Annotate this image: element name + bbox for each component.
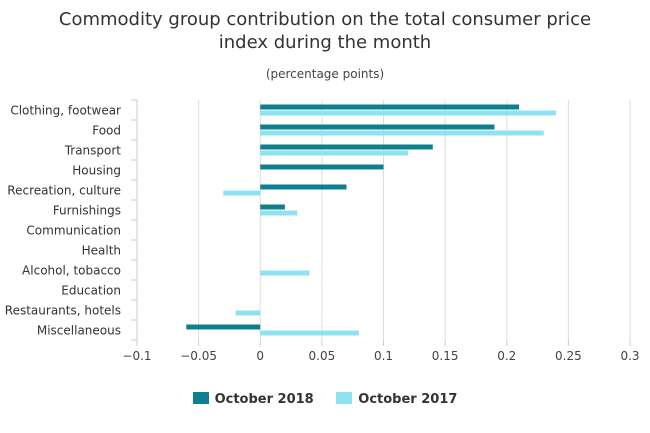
category-label: Health [82, 244, 121, 258]
x-tick-label: −0.05 [180, 349, 217, 363]
bar-series-2[interactable] [223, 190, 261, 196]
category-label: Restaurants, hotels [5, 304, 121, 318]
category-labels: Clothing, footwear Food Transport Housing Re… [5, 104, 121, 338]
bar-series-1[interactable] [260, 104, 520, 110]
category-label: Recreation, culture [7, 184, 121, 198]
category-label: Clothing, footwear [10, 104, 121, 118]
bar-series-1[interactable] [260, 164, 384, 170]
category-label: Food [92, 124, 121, 138]
bar-series-1[interactable] [260, 204, 285, 210]
x-tick-label: 0 [256, 349, 264, 363]
x-tick-label: 0.25 [555, 349, 582, 363]
legend-label-series-2: October 2017 [358, 392, 458, 407]
legend-item-series-2[interactable]: October 2017 [336, 392, 457, 407]
category-label: Alcohol, tobacco [22, 264, 121, 278]
category-label: Miscellaneous [37, 324, 121, 338]
x-tick-label: 0.15 [432, 349, 459, 363]
legend-swatch-series-2 [336, 392, 353, 404]
legend-item-series-1[interactable]: October 2018 [192, 392, 314, 407]
axes [131, 99, 631, 346]
category-label: Communication [26, 224, 121, 238]
legend-label-series-1: October 2018 [214, 392, 314, 407]
bars [186, 104, 557, 336]
bar-series-2[interactable] [260, 150, 409, 156]
x-tick-label: 0.1 [374, 349, 393, 363]
bar-series-1[interactable] [186, 324, 261, 330]
bar-series-2[interactable] [260, 110, 557, 116]
x-tick-label: −0.1 [122, 349, 151, 363]
legend-swatch-series-1 [192, 392, 209, 404]
chart-title-line-2: index during the month [218, 32, 432, 53]
bar-series-1[interactable] [260, 144, 433, 150]
legend: October 2018 October 2017 [0, 392, 650, 407]
bar-series-2[interactable] [260, 130, 544, 136]
grid-lines [136, 100, 631, 340]
category-label: Education [61, 284, 121, 298]
bar-series-2[interactable] [260, 270, 310, 276]
category-label: Transport [64, 144, 122, 158]
x-tick-label: 0.3 [620, 349, 639, 363]
category-label: Furnishings [53, 204, 121, 218]
bar-series-1[interactable] [260, 124, 495, 130]
category-label: Housing [72, 164, 121, 178]
bar-series-2[interactable] [260, 330, 359, 336]
bar-series-2[interactable] [260, 210, 298, 216]
bar-series-2[interactable] [235, 310, 261, 316]
chart-subtitle: (percentage points) [265, 67, 385, 81]
chart-title-line-1: Commodity group contribution on the tota… [58, 9, 592, 30]
tick-labels: −0.1 −0.05 0 0.05 0.1 0.15 0.2 0.25 0.3 [122, 349, 639, 363]
x-tick-label: 0.05 [309, 349, 336, 363]
bar-series-1[interactable] [260, 184, 347, 190]
chart-title: Commodity group contribution on the tota… [0, 8, 650, 54]
x-tick-label: 0.2 [497, 349, 516, 363]
